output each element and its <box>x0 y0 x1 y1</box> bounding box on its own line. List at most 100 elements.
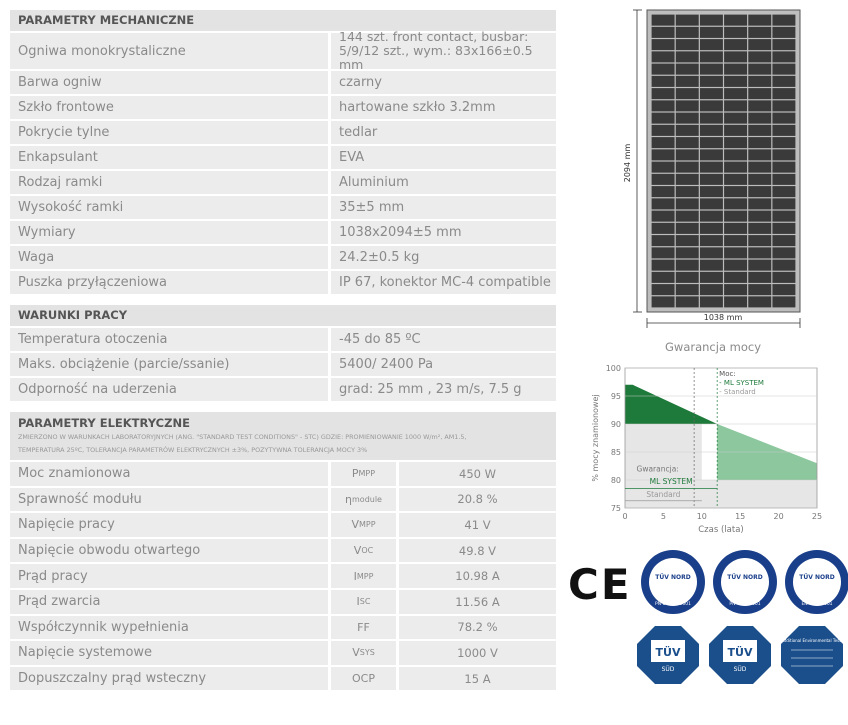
symbol-sub: OC <box>361 546 374 556</box>
work-label: Maks. obciążenie (parcie/ssanie) <box>10 353 328 376</box>
panel-cell <box>724 296 748 308</box>
panel-cell <box>651 271 675 283</box>
panel-cell <box>772 51 796 63</box>
panel-cell <box>772 112 796 124</box>
panel-cell <box>724 284 748 296</box>
electrical-label: Prąd zwarcia <box>10 589 328 614</box>
panel-cell <box>651 186 675 198</box>
electrical-label: Dopuszczalny prąd wsteczny <box>10 666 328 691</box>
y-tick-label: 75 <box>611 504 621 513</box>
panel-cell <box>675 222 699 234</box>
panel-cell <box>724 63 748 75</box>
svg-text:SÜD: SÜD <box>734 666 747 673</box>
electrical-symbol: I MPP <box>331 564 396 588</box>
panel-cell <box>699 100 723 112</box>
panel-cell <box>772 161 796 173</box>
electrical-row: Sprawność modułu η module 20.8 % <box>10 487 556 512</box>
svg-text:SÜD: SÜD <box>662 666 675 673</box>
tuv-sud-logo-1: TÜV SÜD <box>637 626 699 684</box>
tuv-nord-logo-3: TÜV NORD EN ISO 50001 <box>785 550 848 614</box>
y-tick-label: 90 <box>611 420 621 429</box>
right-column: 2094 mm 1038 mm Gwarancja mocy 75 80 85 90 9… <box>560 0 848 725</box>
mechanical-value: czarny <box>331 71 556 94</box>
y-tick-label: 80 <box>611 476 621 485</box>
electrical-label: Napięcie systemowe <box>10 641 328 665</box>
panel-cell <box>675 284 699 296</box>
panel-cell <box>772 284 796 296</box>
panel-cell <box>748 161 772 173</box>
symbol-main: I <box>353 569 357 583</box>
panel-cell <box>724 222 748 234</box>
electrical-row: Napięcie obwodu otwartego V OC 49.8 V <box>10 538 556 563</box>
annotation-ml: ML SYSTEM <box>650 477 693 486</box>
panel-cell <box>772 26 796 38</box>
panel-cell <box>772 222 796 234</box>
electrical-label: Napięcie obwodu otwartego <box>10 538 328 563</box>
panel-cell <box>675 271 699 283</box>
electrical-value: 41 V <box>399 513 556 537</box>
panel-cell <box>675 88 699 100</box>
panel-cell <box>724 247 748 259</box>
panel-cell <box>699 88 723 100</box>
panel-cell <box>724 137 748 149</box>
panel-cell <box>651 26 675 38</box>
warranty-chart: 75 80 85 90 95 100 0 5 10 15 20 25 Moc:- ML SYSTEM- … <box>591 364 822 535</box>
panel-cell <box>748 186 772 198</box>
mechanical-value: IP 67, konektor MC-4 compatible <box>331 271 556 294</box>
symbol-sub: MPP <box>358 520 376 530</box>
panel-cell <box>748 39 772 51</box>
panel-cell <box>651 124 675 136</box>
panel-cell <box>748 75 772 87</box>
electrical-symbol: V MPP <box>331 513 396 537</box>
symbol-sub: MPP <box>356 571 374 581</box>
panel-cell <box>772 14 796 26</box>
tuv-nord-logo-2: TÜV NORD PN-ISO 45001 <box>713 550 777 614</box>
cert-logos: TÜV NORD PN-EN ISO 9001 TÜV NORD PN-ISO … <box>637 550 848 684</box>
panel-cell <box>675 137 699 149</box>
mechanical-value: 35±5 mm <box>331 196 556 219</box>
panel-cell <box>724 149 748 161</box>
electrical-row: Prąd zwarcia I SC 11.56 A <box>10 589 556 614</box>
electrical-symbol: V OC <box>331 538 396 563</box>
panel-cell <box>651 259 675 271</box>
panel-cell <box>724 124 748 136</box>
mechanical-label: Enkapsulant <box>10 146 328 169</box>
panel-cell <box>748 271 772 283</box>
panel-cell <box>651 210 675 222</box>
panel-cell <box>651 222 675 234</box>
panel-cell <box>699 296 723 308</box>
panel-cell <box>748 112 772 124</box>
panel-cell <box>772 100 796 112</box>
work-table: Temperatura otoczenia -45 do 85 ºC Maks. o… <box>10 328 556 401</box>
annotation-std: Standard <box>646 490 680 499</box>
svg-text:EN ISO 50001: EN ISO 50001 <box>801 601 832 607</box>
symbol-main: OCP <box>352 672 375 686</box>
panel-cell <box>748 137 772 149</box>
panel-cell <box>772 198 796 210</box>
panel-cell <box>651 63 675 75</box>
panel-cell <box>772 39 796 51</box>
work-title: WARUNKI PRACY <box>10 305 556 326</box>
panel-drawing: 2094 mm 1038 mm <box>623 9 801 328</box>
electrical-value: 10.98 A <box>399 564 556 588</box>
electrical-label: Współczynnik wypełnienia <box>10 615 328 640</box>
tuv-sud-logo-2: TÜV SÜD <box>709 626 771 684</box>
panel-cell <box>675 51 699 63</box>
mechanical-value: 1038x2094±5 mm <box>331 221 556 244</box>
electrical-row: Prąd pracy I MPP 10.98 A <box>10 564 556 588</box>
panel-cell <box>651 235 675 247</box>
panel-cell <box>772 63 796 75</box>
panel-cell <box>772 149 796 161</box>
panel-cell <box>675 296 699 308</box>
panel-cell <box>748 210 772 222</box>
panel-cell <box>748 247 772 259</box>
mechanical-label: Rodzaj ramki <box>10 171 328 194</box>
panel-cell <box>651 161 675 173</box>
panel-cell <box>748 88 772 100</box>
svg-text:PN-ISO 45001: PN-ISO 45001 <box>729 601 760 607</box>
panel-cell <box>748 26 772 38</box>
panel-cell <box>748 124 772 136</box>
electrical-title: PARAMETRY ELEKTRYCZNE <box>18 416 190 430</box>
panel-cell <box>748 198 772 210</box>
electrical-value: 20.8 % <box>399 487 556 512</box>
